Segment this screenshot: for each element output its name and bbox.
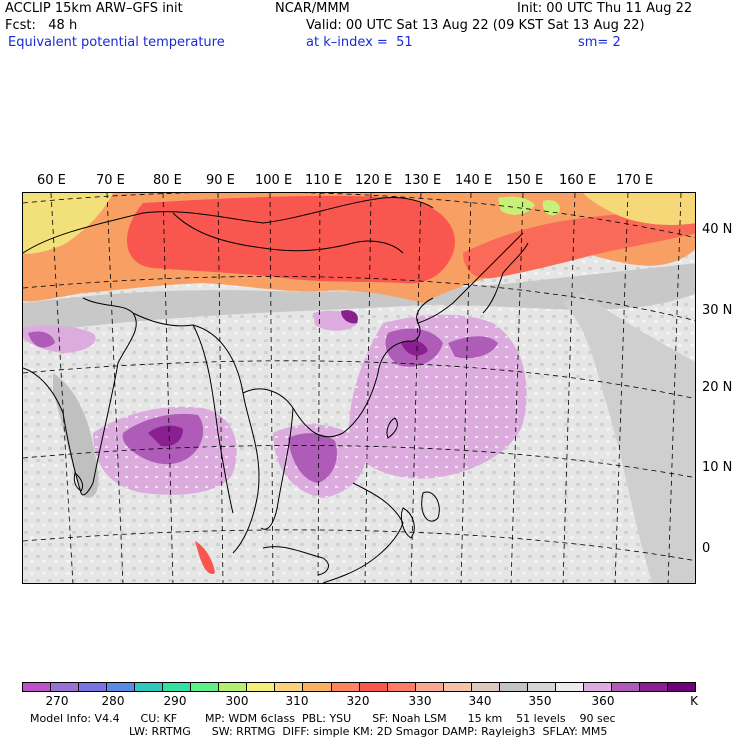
scale-label: 310 — [285, 694, 309, 708]
color-swatch — [471, 683, 500, 691]
map-canvas — [23, 193, 695, 583]
india-gray — [53, 373, 99, 498]
coastlines — [23, 197, 529, 583]
color-swatch — [387, 683, 416, 691]
lon-label: 140 E — [455, 173, 493, 188]
color-swatch — [79, 683, 108, 691]
purple-core-bay — [148, 425, 183, 447]
lon-label: 160 E — [559, 173, 597, 188]
warm-band-yellow — [23, 193, 113, 254]
scale-units: K — [690, 694, 698, 708]
model-info-line2: LW: RRTMG SW: RRTMG DIFF: simple KM: 2D … — [129, 725, 608, 738]
lon-label: 80 E — [153, 173, 182, 188]
model-title: ACCLIP 15km ARW–GFS init — [5, 1, 183, 16]
lat-label: 30 N — [702, 303, 733, 318]
smoothing-label: sm= 2 — [578, 35, 621, 50]
lon-label: 170 E — [616, 173, 654, 188]
color-swatch — [51, 683, 80, 691]
field-name: Equivalent potential temperature — [8, 35, 225, 50]
color-swatch — [303, 683, 332, 691]
lat-label: 40 N — [702, 222, 733, 237]
purple-dark-tibet — [341, 310, 358, 324]
color-swatch — [668, 683, 696, 691]
color-swatch — [443, 683, 472, 691]
init-time: Init: 00 UTC Thu 11 Aug 22 — [517, 1, 693, 16]
lon-label: 110 E — [305, 173, 343, 188]
gray-band — [23, 263, 695, 333]
warm-band-green — [498, 196, 535, 215]
graticule — [23, 193, 695, 583]
color-swatch — [163, 683, 192, 691]
lon-label: 70 E — [96, 173, 125, 188]
scale-label: 270 — [45, 694, 69, 708]
forecast-hour: Fcst: 48 h — [5, 18, 78, 33]
color-swatch — [359, 683, 388, 691]
lat-label: 0 — [702, 541, 711, 556]
lon-label: 120 E — [355, 173, 393, 188]
purple-dark-west — [28, 331, 55, 348]
color-swatch — [415, 683, 444, 691]
scale-label: 320 — [346, 694, 370, 708]
scale-label: 360 — [591, 694, 615, 708]
color-swatch — [219, 683, 248, 691]
org-label: NCAR/MMM — [275, 1, 350, 16]
gray-band-ocean — [563, 293, 695, 583]
color-swatch — [23, 683, 52, 691]
color-swatch — [583, 683, 612, 691]
scale-label: 280 — [101, 694, 125, 708]
purple-dark-east — [448, 336, 498, 359]
weather-map — [22, 192, 696, 584]
color-swatch — [640, 683, 669, 691]
color-swatch — [107, 683, 136, 691]
color-swatch — [275, 683, 304, 691]
color-swatch — [247, 683, 276, 691]
warm-band-yellow-east — [583, 193, 695, 225]
color-swatch — [191, 683, 220, 691]
purple-dark-scs — [288, 433, 338, 483]
lat-label: 10 N — [702, 460, 733, 475]
color-scale-bar — [22, 682, 696, 692]
lon-label: 60 E — [37, 173, 66, 188]
lon-label: 100 E — [255, 173, 293, 188]
color-swatch — [499, 683, 528, 691]
warm-band-red — [126, 195, 455, 284]
lon-label: 130 E — [404, 173, 442, 188]
color-swatch — [331, 683, 360, 691]
valid-time: Valid: 00 UTC Sat 13 Aug 22 (09 KST Sat … — [306, 18, 645, 33]
purple-core-china — [401, 340, 428, 356]
scale-label: 330 — [408, 694, 432, 708]
scale-label: 300 — [225, 694, 249, 708]
color-swatch — [527, 683, 556, 691]
color-swatch — [135, 683, 164, 691]
color-swatch — [555, 683, 584, 691]
color-swatch — [611, 683, 641, 691]
lon-label: 90 E — [206, 173, 235, 188]
model-info-line1: Model Info: V4.4 CU: KF MP: WDM 6class P… — [30, 712, 616, 725]
level-label: at k–index = 51 — [306, 35, 413, 50]
lat-label: 20 N — [702, 380, 733, 395]
scale-label: 290 — [163, 694, 187, 708]
lon-label: 150 E — [506, 173, 544, 188]
red-spot-sumatra — [195, 541, 215, 574]
scale-label: 350 — [528, 694, 552, 708]
scale-label: 340 — [468, 694, 492, 708]
